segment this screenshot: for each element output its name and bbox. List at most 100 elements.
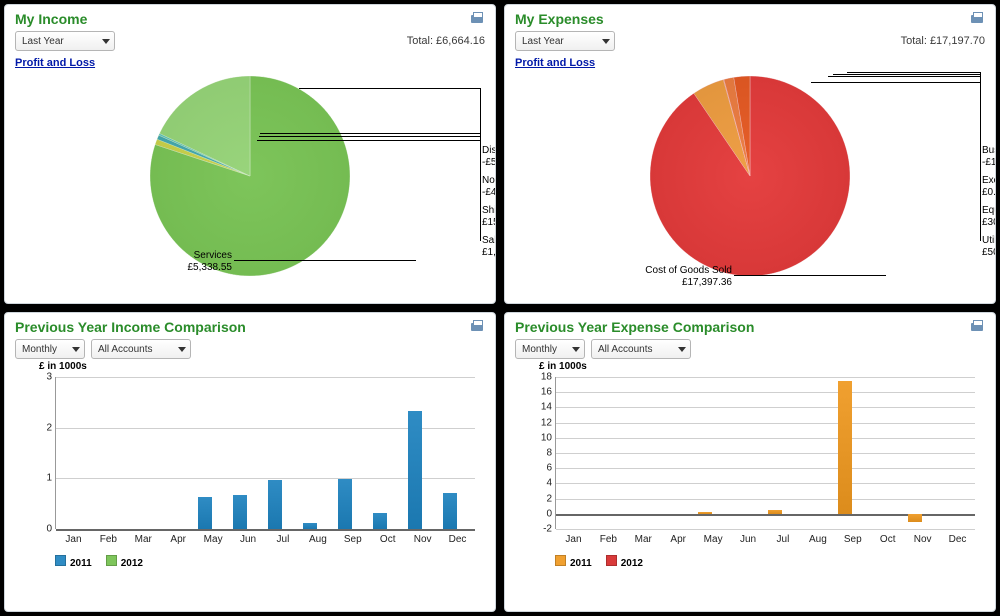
y-tick-label: 16 (530, 387, 552, 398)
pie-leader (260, 133, 480, 134)
x-tick-label: Nov (414, 534, 432, 545)
income-pie-chart: Services£5,338.55Discounts given-£58.00N… (15, 71, 485, 281)
pie-slice-label: Utilities£500.00 (982, 235, 996, 258)
y-tick-label: 8 (530, 448, 552, 459)
y-tick-label: 6 (530, 463, 552, 474)
x-tick-label: Apr (170, 534, 186, 545)
expenses-panel: My Expenses Last Year Total: £17,197.70 … (504, 4, 996, 304)
expense-compare-chart: £ in 1000s-2024681012141618JanFebMarAprM… (515, 361, 985, 569)
expense-compare-monthly-select[interactable]: Monthly (515, 339, 585, 359)
x-tick-label: Jul (277, 534, 290, 545)
pie-slice-label: Business Licenses a...-£1,000.00 (982, 145, 996, 168)
pie-leader (257, 140, 480, 141)
x-tick-label: May (704, 534, 723, 545)
bar (268, 480, 282, 529)
y-tick-label: 12 (530, 417, 552, 428)
bar (198, 497, 212, 529)
x-tick-label: Mar (135, 534, 152, 545)
x-tick-label: Dec (449, 534, 467, 545)
bar (443, 493, 457, 529)
expenses-pie-chart: Cost of Goods Sold£17,397.36Business Lic… (515, 71, 985, 281)
income-period-select[interactable]: Last Year (15, 31, 115, 51)
bar (908, 514, 922, 522)
pie-slice-label: Sales of Product In...£1,414.49 (482, 235, 496, 258)
profit-loss-link[interactable]: Profit and Loss (15, 57, 95, 69)
bar (408, 411, 422, 529)
x-tick-label: Jun (740, 534, 756, 545)
pie-leader (833, 74, 980, 75)
pie-leader (299, 88, 480, 89)
pie-leader (259, 136, 480, 137)
pie-slice-label: Exchange Gain or Lo...£0.34 (982, 175, 996, 198)
print-icon[interactable] (469, 320, 485, 334)
pie-leader (234, 260, 416, 261)
y-tick-label: 2 (530, 493, 552, 504)
income-compare-chart: £ in 1000s0123JanFebMarAprMayJunJulAugSe… (15, 361, 485, 569)
income-total: Total: £6,664.16 (407, 35, 485, 47)
bar (233, 495, 247, 529)
pie-leader (811, 82, 980, 83)
y-tick-label: 4 (530, 478, 552, 489)
y-tick-label: 14 (530, 402, 552, 413)
legend-item: 2012 (606, 555, 643, 569)
expenses-title: My Expenses (515, 11, 604, 27)
x-tick-label: Oct (380, 534, 396, 545)
bar (838, 381, 852, 514)
bar (768, 510, 782, 514)
x-tick-label: Apr (670, 534, 686, 545)
x-tick-label: Jan (65, 534, 81, 545)
income-compare-monthly-select[interactable]: Monthly (15, 339, 85, 359)
x-tick-label: Jun (240, 534, 256, 545)
x-tick-label: Nov (914, 534, 932, 545)
x-tick-label: Sep (344, 534, 362, 545)
pie-slice-label: Noodles-£46.00 (482, 175, 496, 198)
expense-compare-title: Previous Year Expense Comparison (515, 319, 754, 335)
x-tick-label: Aug (309, 534, 327, 545)
chart-legend: 2011 2012 (55, 555, 143, 569)
pie-leader (828, 76, 980, 77)
y-tick-label: -2 (530, 524, 552, 535)
print-icon[interactable] (969, 320, 985, 334)
y-tick-label: 0 (30, 524, 52, 535)
x-tick-label: Jan (565, 534, 581, 545)
legend-item: 2012 (106, 555, 143, 569)
pie-leader (847, 72, 980, 73)
bar (303, 523, 317, 529)
x-tick-label: Dec (949, 534, 967, 545)
pie-leader (734, 275, 886, 276)
expenses-total: Total: £17,197.70 (901, 35, 985, 47)
expenses-period-select[interactable]: Last Year (515, 31, 615, 51)
income-panel: My Income Last Year Total: £6,664.16 Pro… (4, 4, 496, 304)
expense-compare-panel: Previous Year Expense Comparison Monthly… (504, 312, 996, 612)
bar (338, 479, 352, 529)
y-axis-title: £ in 1000s (539, 361, 587, 372)
legend-item: 2011 (555, 555, 592, 569)
x-tick-label: Sep (844, 534, 862, 545)
y-axis-title: £ in 1000s (39, 361, 87, 372)
x-tick-label: Aug (809, 534, 827, 545)
y-tick-label: 0 (530, 508, 552, 519)
x-tick-label: Jul (777, 534, 790, 545)
expense-compare-accounts-select[interactable]: All Accounts (591, 339, 691, 359)
print-icon[interactable] (469, 12, 485, 26)
pie-slice-label: Discounts given-£58.00 (482, 145, 496, 168)
pie-slice-label: Equipment Rental£300.00 (982, 205, 996, 228)
y-tick-label: 2 (30, 422, 52, 433)
legend-item: 2011 (55, 555, 92, 569)
y-tick-label: 3 (30, 372, 52, 383)
x-tick-label: Feb (600, 534, 617, 545)
x-tick-label: Oct (880, 534, 896, 545)
bar (698, 512, 712, 514)
income-compare-title: Previous Year Income Comparison (15, 319, 246, 335)
income-compare-accounts-select[interactable]: All Accounts (91, 339, 191, 359)
chart-legend: 2011 2012 (555, 555, 643, 569)
y-tick-label: 10 (530, 432, 552, 443)
y-tick-label: 1 (30, 473, 52, 484)
income-title: My Income (15, 11, 87, 27)
print-icon[interactable] (969, 12, 985, 26)
bar (373, 513, 387, 529)
pie-slice-label: Services£5,338.55 (188, 250, 233, 273)
x-tick-label: Mar (635, 534, 652, 545)
income-compare-panel: Previous Year Income Comparison Monthly … (4, 312, 496, 612)
profit-loss-link[interactable]: Profit and Loss (515, 57, 595, 69)
